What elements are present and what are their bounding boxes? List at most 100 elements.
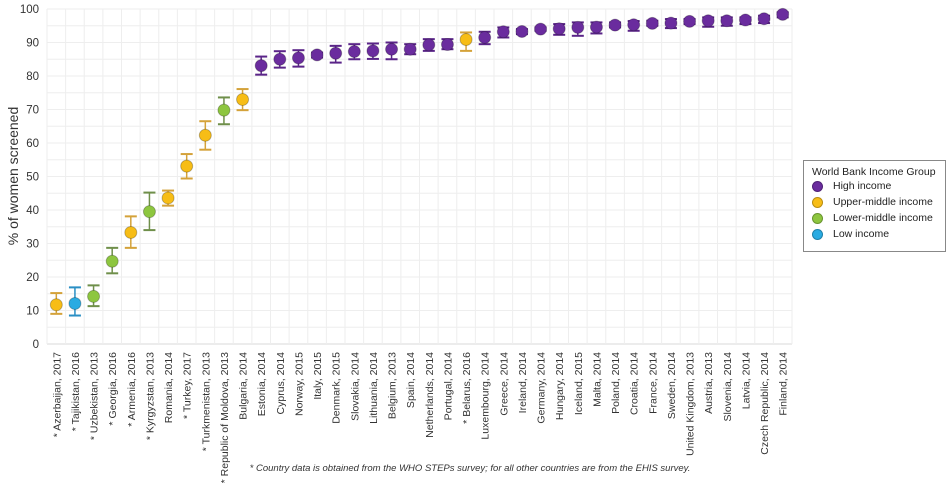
data-point: [161, 189, 175, 207]
point-marker: [515, 24, 529, 38]
x-tick-label: Denmark, 2015: [331, 352, 343, 424]
x-tick-label: Ireland, 2014: [517, 352, 529, 413]
legend-item: Low income: [804, 226, 945, 242]
point-marker: [403, 42, 417, 56]
data-point: [385, 41, 399, 61]
data-point: [310, 48, 324, 62]
data-point: [776, 7, 790, 21]
point-marker: [124, 225, 138, 239]
x-tick-label: Norway, 2015: [293, 352, 305, 416]
point-marker: [87, 289, 101, 303]
legend-label: High income: [833, 180, 892, 192]
data-point: [440, 38, 454, 52]
y-tick-label: 100: [20, 4, 39, 16]
data-point: [217, 96, 231, 126]
point-marker: [664, 16, 678, 30]
data-point: [683, 14, 697, 28]
point-marker: [198, 128, 212, 142]
y-tick-label: 10: [26, 306, 39, 318]
data-point: [589, 20, 603, 35]
point-marker: [291, 51, 305, 65]
legend-label: Upper-middle income: [833, 196, 933, 208]
x-tick-label: Malta, 2014: [591, 352, 603, 407]
data-point: [49, 292, 63, 315]
x-tick-label: France, 2014: [647, 352, 659, 414]
x-tick-label: Croatia, 2014: [629, 352, 641, 415]
x-tick-label: * Armenia, 2016: [126, 352, 138, 427]
x-tick-label: United Kingdom, 2013: [685, 352, 697, 456]
x-tick-label: Estonia, 2014: [256, 352, 268, 416]
x-axis-labels: * Azerbaijan, 2017 * Tajikistan, 2016 * Uz…: [51, 352, 789, 483]
point-marker: [496, 25, 510, 39]
x-tick-label: * Tajikistan, 2016: [70, 352, 82, 431]
x-tick-label: * Georgia, 2016: [107, 352, 119, 426]
data-point: [664, 16, 678, 30]
point-marker: [105, 254, 119, 268]
data-point: [422, 38, 436, 52]
point-marker: [478, 30, 492, 44]
data-point: [329, 44, 343, 64]
data-point: [273, 50, 287, 69]
point-marker: [459, 32, 473, 46]
data-point: [347, 43, 361, 61]
data-point: [552, 22, 566, 36]
y-axis-ticks: 0 10 20 30 40 50 60 70 80 90 100: [20, 4, 39, 351]
x-tick-label: Slovakia, 2014: [349, 352, 361, 421]
y-tick-label: 60: [26, 138, 39, 150]
point-marker: [366, 44, 380, 58]
point-marker: [217, 103, 231, 117]
point-marker: [683, 14, 697, 28]
y-tick-label: 90: [26, 38, 39, 50]
point-marker: [440, 38, 454, 52]
data-point: [142, 191, 156, 232]
x-tick-label: Finland, 2014: [778, 352, 790, 416]
point-marker: [273, 52, 287, 66]
x-tick-label: Bulgaria, 2014: [238, 352, 250, 420]
point-marker: [701, 14, 715, 28]
legend-label: Lower-middle income: [833, 212, 933, 224]
x-tick-label: Spain, 2014: [405, 352, 417, 408]
x-tick-label: Belgium, 2013: [387, 352, 399, 419]
x-tick-label: Latvia, 2014: [740, 352, 752, 409]
legend-item: Upper-middle income: [804, 194, 945, 210]
data-point: [105, 246, 119, 275]
point-marker: [180, 159, 194, 173]
legend-item: Lower-middle income: [804, 210, 945, 226]
point-marker: [347, 45, 361, 59]
x-tick-label: Slovenia, 2014: [722, 352, 734, 422]
point-marker: [385, 42, 399, 56]
point-marker: [142, 205, 156, 219]
x-tick-label: Sweden, 2014: [666, 352, 678, 419]
x-tick-label: * Kyrgyzstan, 2013: [144, 352, 156, 440]
point-marker: [422, 38, 436, 52]
data-point: [124, 215, 138, 249]
x-tick-label: Italy, 2015: [312, 352, 324, 400]
point-marker: [49, 298, 63, 312]
gridlines: [46, 8, 793, 345]
x-tick-label: Germany, 2014: [536, 352, 548, 424]
point-marker: [608, 18, 622, 32]
data-point: [645, 16, 659, 30]
point-marker: [720, 14, 734, 28]
data-point: [571, 20, 585, 37]
data-point: [459, 31, 473, 52]
point-marker: [738, 13, 752, 27]
legend-marker-icon: [812, 228, 823, 240]
x-tick-label: Iceland, 2015: [573, 352, 585, 415]
x-tick-label: * Republic of Moldova, 2013: [219, 352, 231, 483]
data-point: [403, 42, 417, 56]
data-point: [87, 284, 101, 308]
y-tick-label: 0: [33, 339, 39, 351]
legend-marker-icon: [812, 196, 823, 208]
data-point: [478, 30, 492, 46]
data-point: [366, 42, 380, 60]
legend-marker-icon: [812, 180, 823, 192]
y-axis-label: % of women screened: [5, 107, 21, 246]
y-tick-label: 80: [26, 71, 39, 83]
x-tick-label: * Turkey, 2017: [182, 352, 194, 419]
point-marker: [571, 20, 585, 34]
point-marker: [627, 18, 641, 32]
point-marker: [329, 46, 343, 60]
data-point: [496, 25, 510, 39]
